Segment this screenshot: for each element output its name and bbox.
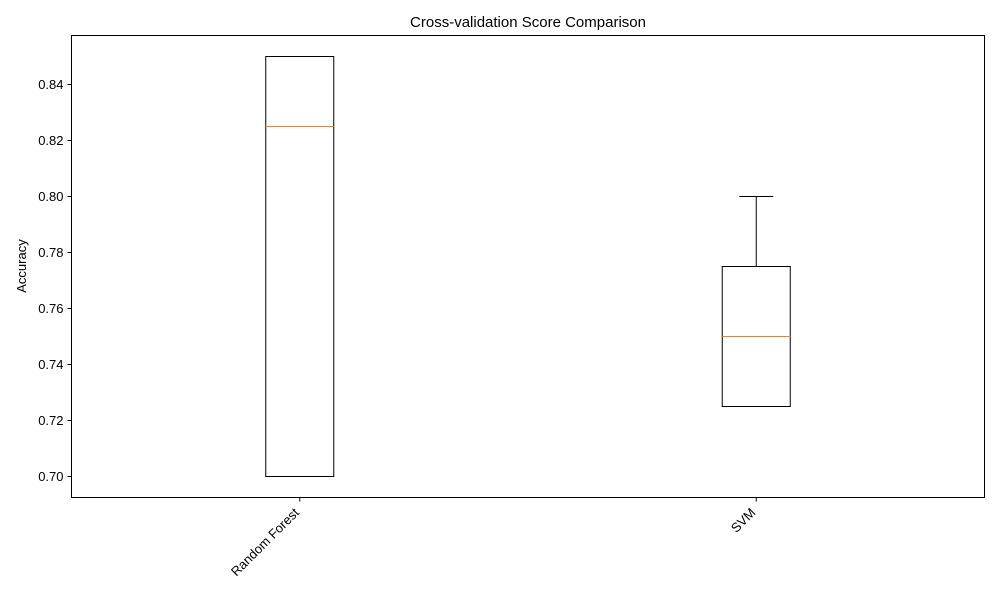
chart-title: Cross-validation Score Comparison [410, 14, 646, 31]
y-tick-label: 0.78 [38, 245, 63, 260]
y-tick-label: 0.74 [38, 357, 63, 372]
box-svm [721, 196, 791, 407]
y-tick-label: 0.80 [38, 189, 63, 204]
y-tick-label: 0.84 [38, 77, 63, 92]
y-tick-label: 0.82 [38, 133, 63, 148]
box-random-forest [265, 56, 335, 477]
y-axis-label: Accuracy [14, 239, 29, 293]
x-tick-label: SVM [728, 505, 759, 536]
x-axis: Random Forest SVM [228, 497, 759, 579]
box-series [265, 56, 791, 477]
y-tick-label: 0.72 [38, 413, 63, 428]
x-tick-label: Random Forest [228, 505, 302, 579]
plot-area-frame [71, 35, 985, 498]
y-tick-label: 0.76 [38, 301, 63, 316]
y-tick-label: 0.70 [38, 469, 63, 484]
y-axis: 0.70 0.72 0.74 0.76 0.78 0.80 0.82 0.84 [38, 77, 72, 484]
box-body [265, 56, 335, 477]
